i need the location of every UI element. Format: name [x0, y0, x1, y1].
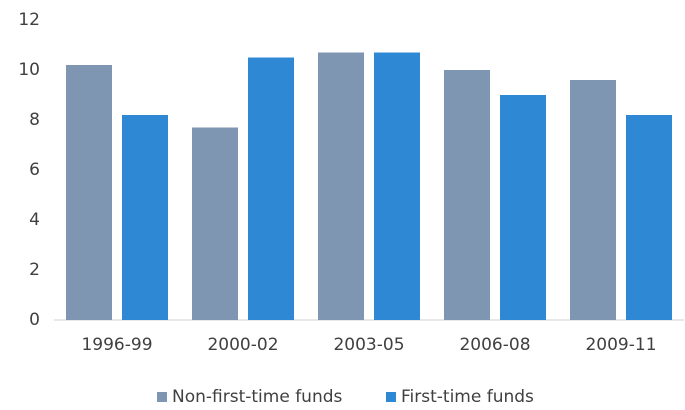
y-tick-label: 0 — [29, 310, 40, 330]
bar — [570, 80, 616, 320]
bar — [444, 70, 490, 320]
bar — [318, 52, 364, 320]
y-tick-label: 6 — [29, 160, 40, 180]
y-tick-label: 4 — [29, 210, 40, 230]
bar — [626, 115, 672, 320]
legend-swatch — [386, 392, 396, 402]
y-tick-label: 8 — [29, 110, 40, 130]
legend-label: Non-first-time funds — [172, 387, 343, 407]
bar — [374, 52, 420, 320]
bar — [500, 95, 546, 320]
x-tick-label: 1996-99 — [81, 335, 152, 355]
legend-label: First-time funds — [401, 387, 534, 407]
x-tick-label: 2009-11 — [585, 335, 656, 355]
x-tick-label: 2003-05 — [333, 335, 404, 355]
x-tick-label: 2000-02 — [207, 335, 278, 355]
bar — [248, 57, 294, 320]
y-tick-label: 12 — [18, 10, 40, 30]
bar — [192, 127, 238, 320]
bar — [66, 65, 112, 320]
bar — [122, 115, 168, 320]
x-tick-label: 2006-08 — [459, 335, 530, 355]
legend-swatch — [157, 392, 167, 402]
y-tick-label: 10 — [18, 60, 40, 80]
y-tick-label: 2 — [29, 260, 40, 280]
